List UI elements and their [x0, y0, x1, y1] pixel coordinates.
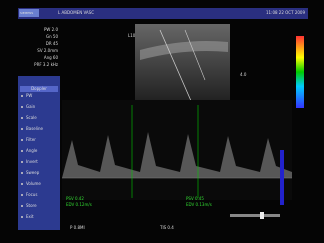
param: PW 2.0 — [44, 27, 58, 32]
screen: SIEMENS L ABDOMEN VASC 11:08 22 OCT 2009… — [0, 0, 324, 243]
param: DR 45 — [46, 41, 59, 46]
menu-item[interactable]: Volume — [26, 181, 41, 186]
menu-panel — [18, 76, 60, 230]
color-bar — [296, 36, 304, 108]
b-mode-image — [135, 24, 230, 100]
menu-bullet — [21, 150, 23, 152]
menu-bullet — [21, 172, 23, 174]
logo: SIEMENS — [20, 11, 33, 15]
param: PRF 3.2 kHz — [34, 62, 58, 67]
param-list: PW 2.0 Gn 50 DR 45 SV 2.0mm Ang 60 PRF 3.2 kH… — [34, 27, 58, 67]
menu-title[interactable]: Doppler — [31, 86, 47, 91]
measurement: PSV 0.45 — [186, 196, 204, 201]
menu-item[interactable]: Baseline — [26, 126, 43, 131]
menu-bullet — [21, 183, 23, 185]
menu-item[interactable]: Store — [26, 203, 37, 208]
menu-bullet — [21, 95, 23, 97]
measurement: PSV 0.42 — [66, 196, 84, 201]
header-datetime: 11:08 22 OCT 2009 — [266, 10, 305, 15]
probe-label: L10 — [128, 33, 136, 38]
param: SV 2.0mm — [37, 48, 58, 53]
menu-bullet — [21, 194, 23, 196]
menu-bullet — [21, 117, 23, 119]
spectrum-area — [62, 100, 292, 200]
menu-bullet — [21, 128, 23, 130]
menu-item[interactable]: Sweep — [26, 170, 40, 175]
menu-item[interactable]: PW — [26, 93, 32, 98]
header-title: L ABDOMEN VASC — [58, 10, 94, 15]
menu-item[interactable]: Angle — [26, 148, 38, 153]
menu-item[interactable]: Exit — [26, 214, 34, 219]
bottom-left-label: P 0.8MI — [70, 225, 85, 230]
menu-item[interactable]: Focus — [26, 192, 37, 197]
param: Ang 60 — [44, 55, 59, 60]
menu-bullet — [21, 161, 23, 163]
measurement: EDV 0.13m/s — [186, 202, 212, 207]
menu-item[interactable]: Filter — [26, 137, 36, 142]
menu-bullet — [21, 216, 23, 218]
bottom-mid-label: TIS 0.4 — [159, 225, 174, 230]
slider[interactable] — [230, 214, 280, 217]
menu-bullet — [21, 106, 23, 108]
scale-bar — [280, 150, 284, 205]
menu-bullet — [21, 139, 23, 141]
menu-bullet — [21, 205, 23, 207]
menu-item[interactable]: Gain — [26, 104, 36, 109]
menu-item[interactable]: Invert — [26, 159, 38, 164]
param: Gn 50 — [46, 34, 58, 39]
slider-thumb[interactable] — [260, 212, 264, 219]
measurement: EDV 0.12m/s — [66, 202, 92, 207]
menu-item[interactable]: Scale — [26, 115, 37, 120]
depth-label: 4.0 — [240, 72, 247, 77]
ultrasound-screen: SIEMENS L ABDOMEN VASC 11:08 22 OCT 2009… — [0, 0, 324, 243]
